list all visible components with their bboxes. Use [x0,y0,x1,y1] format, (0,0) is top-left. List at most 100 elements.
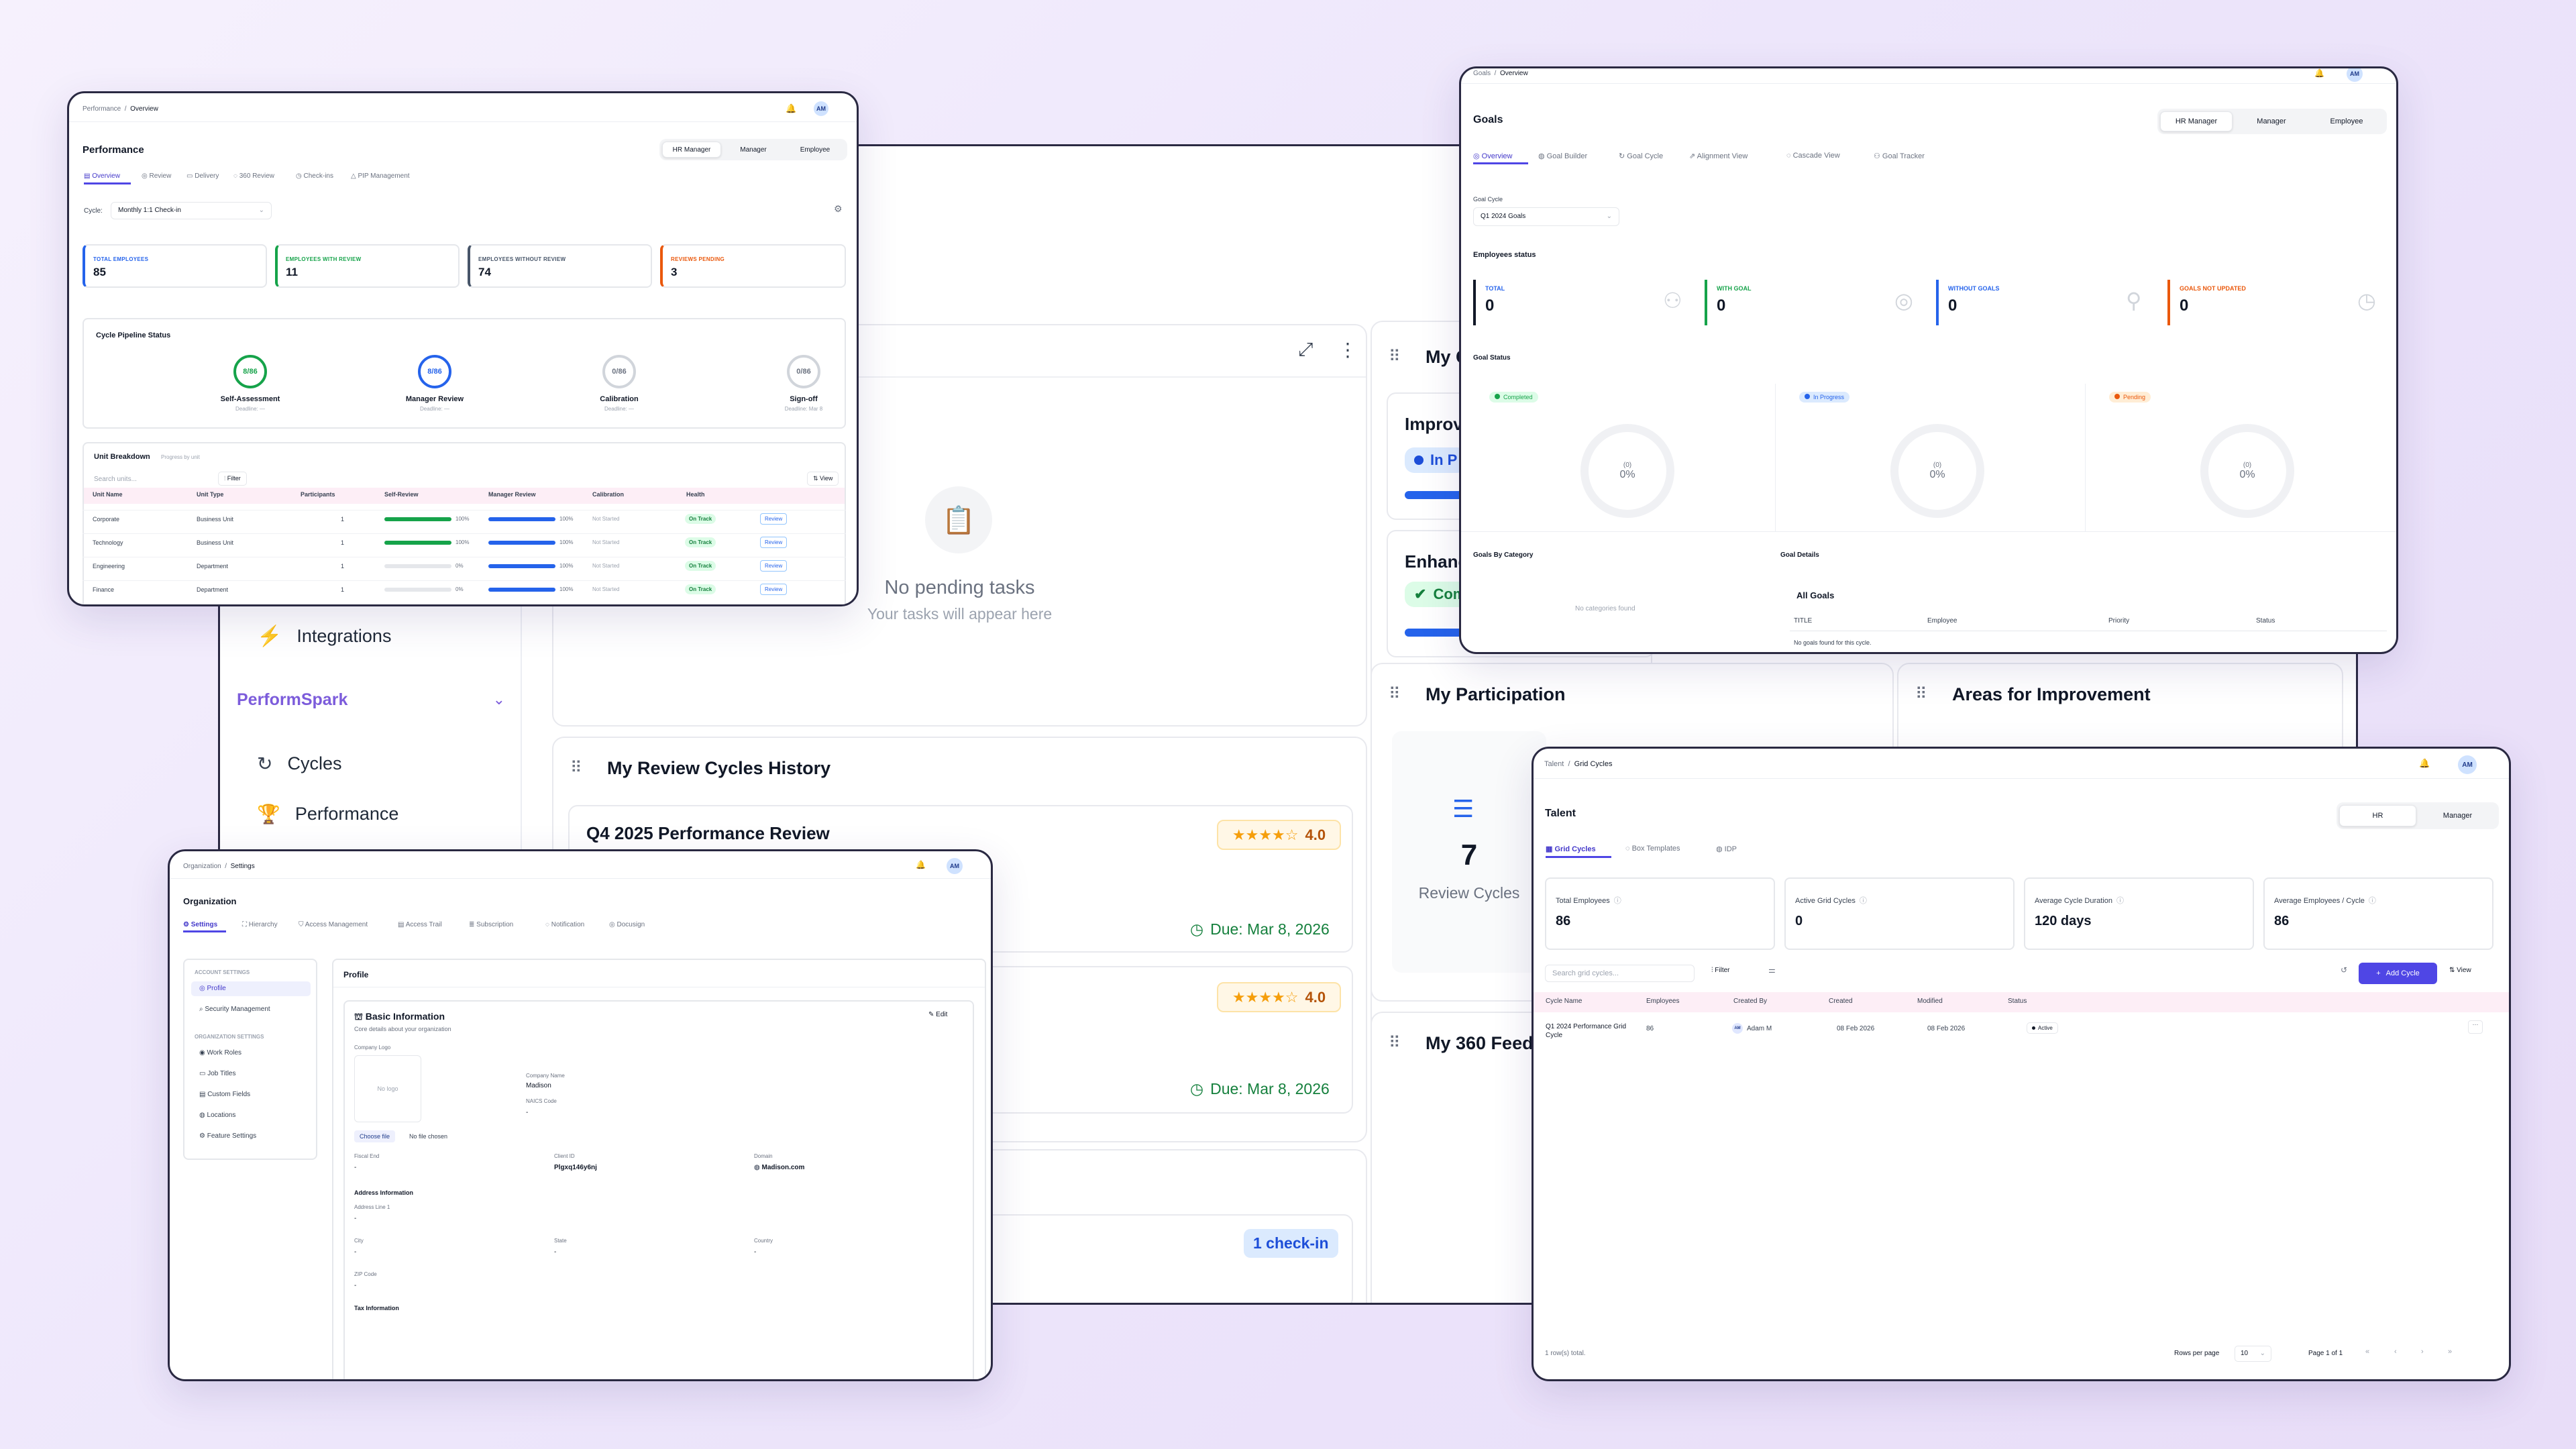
role-switcher[interactable]: HR Manager Manager Employee [2157,109,2387,134]
column-header[interactable]: Created By [1733,998,1768,1005]
tab-settings[interactable]: ⚙ Settings [183,921,218,928]
last-page-button[interactable]: » [2448,1348,2453,1356]
tab-goal-tracker[interactable]: ⚇ Goal Tracker [1874,152,1925,160]
column-header[interactable]: Participants [301,491,335,498]
tab-hierarchy[interactable]: ⛶ Hierarchy [242,921,278,928]
column-header[interactable]: Manager Review [488,491,536,498]
role-switcher[interactable]: HR Manager [2337,802,2499,829]
tab-box-templates[interactable]: ◌ Box Templates [1625,845,1680,853]
tab-subscription[interactable]: ≣ Subscription [469,921,514,928]
column-header[interactable]: Health [686,491,705,498]
pipeline-deadline: Deadline: Mar 8 [784,406,823,412]
role-manager[interactable]: Manager [2443,812,2473,820]
settings-item-security[interactable]: ⌕ Security Management [199,1006,270,1013]
cycle-name[interactable]: Q1 2024 Performance Grid Cycle [1546,1023,1627,1039]
role-manager[interactable]: Manager [2257,117,2286,125]
drag-handle-icon[interactable]: ⠿ [1389,347,1401,366]
more-vertical-icon[interactable]: ⋮ [1338,339,1357,360]
review-button[interactable]: Review [760,584,788,595]
bell-icon[interactable]: 🔔 [2419,758,2430,768]
search-input[interactable]: Search units... [94,476,137,483]
tab-overview[interactable]: ◎ Overview [1473,152,1513,160]
avatar[interactable]: AM [2347,68,2363,82]
choose-file-button[interactable]: Choose file [354,1130,396,1142]
tab-overview[interactable]: ▤ Overview [84,172,120,180]
sidebar-group-performspark[interactable]: PerformSpark ⌄ [237,683,505,716]
columns-icon[interactable]: ⚌ [1768,965,1776,975]
role-manager[interactable]: Manager [740,146,767,154]
expand-icon[interactable]: ⤢ [1298,339,1313,360]
sidebar-group-label: PerformSpark [237,690,348,709]
tab-360-review[interactable]: ◌ 360 Review [233,172,274,180]
avatar[interactable]: AM [2458,755,2477,774]
avatar[interactable]: AM [947,858,963,874]
avatar[interactable]: AM [814,101,828,116]
settings-item-profile[interactable] [191,981,311,996]
bell-icon[interactable]: 🔔 [916,860,926,869]
refresh-icon[interactable]: ↺ [2341,965,2348,975]
search-input[interactable]: Search grid cycles... [1545,965,1695,982]
sidebar-item-integrations[interactable]: ⚡ Integrations [257,619,498,653]
column-header[interactable]: Cycle Name [1546,998,1582,1005]
role-hr[interactable]: HR [2339,805,2416,826]
drag-handle-icon[interactable]: ⠿ [570,759,582,777]
next-page-button[interactable]: › [2421,1348,2424,1356]
add-cycle-button[interactable]: + Add Cycle [2359,963,2437,984]
role-switcher[interactable]: HR Manager Manager Employee [659,139,847,160]
column-header[interactable]: Calibration [592,491,625,498]
first-page-button[interactable]: « [2365,1348,2370,1356]
column-header[interactable]: Unit Name [93,491,123,498]
prev-page-button[interactable]: ‹ [2394,1348,2397,1356]
edit-button[interactable]: ✎ Edit [928,1011,948,1018]
drag-handle-icon[interactable]: ⠿ [1389,1034,1401,1052]
role-hr-manager[interactable]: HR Manager [2160,111,2233,131]
review-button[interactable]: Review [760,537,788,548]
settings-item-custom-fields[interactable]: ▤ Custom Fields [199,1091,251,1098]
view-button[interactable]: ⇅ View [2449,967,2471,974]
column-header[interactable]: Status [2008,998,2027,1005]
drag-handle-icon[interactable]: ⠿ [1389,685,1401,703]
review-button[interactable]: Review [760,513,788,525]
sidebar-item-performance[interactable]: 🏆 Performance [257,797,498,830]
tab-grid-cycles[interactable]: ▦ Grid Cycles [1546,845,1596,853]
cycle-select[interactable]: Monthly 1:1 Check-in ⌄ [111,202,272,219]
tab-alignment-view[interactable]: ⇗ Alignment View [1689,152,1748,160]
column-header[interactable]: Self-Review [384,491,419,498]
tab-docusign[interactable]: ◎ Docusign [609,921,645,928]
tab-goal-cycle[interactable]: ↻ Goal Cycle [1619,152,1664,160]
tab-idp[interactable]: ◍ IDP [1716,845,1737,853]
row-actions-button[interactable]: ⋯ [2468,1020,2483,1034]
filter-button[interactable]: ⫶ Filter [218,472,247,486]
bell-icon[interactable]: 🔔 [786,103,797,113]
tab-goal-builder[interactable]: ◍ Goal Builder [1538,152,1588,160]
tab-cascade-view[interactable]: ◌ Cascade View [1786,152,1840,160]
tab-notification[interactable]: ◌ Notification [545,921,585,928]
settings-item-locations[interactable]: ◍ Locations [199,1112,236,1119]
settings-icon[interactable]: ⚙ [834,203,843,214]
filter-button[interactable]: ⫶ Filter [1711,967,1730,974]
role-hr-manager[interactable]: HR Manager [662,142,721,158]
tab-delivery[interactable]: ▭ Delivery [186,172,219,180]
column-header[interactable]: Modified [1917,998,1943,1005]
settings-item-work-roles[interactable]: ◉ Work Roles [199,1049,242,1057]
drag-handle-icon[interactable]: ⠿ [1915,685,1927,703]
view-button[interactable]: ⇅ View [807,472,839,486]
column-header[interactable]: Employees [1646,998,1680,1005]
rows-per-page-select[interactable]: 10 ⌄ [2235,1346,2271,1362]
column-header[interactable]: Created [1829,998,1853,1005]
bell-icon[interactable]: 🔔 [2314,68,2324,78]
goal-cycle-select[interactable]: Q1 2024 Goals ⌄ [1473,207,1619,226]
tab-pip[interactable]: △ PIP Management [351,172,410,180]
tab-access-management[interactable]: ⛉ Access Management [299,921,368,928]
settings-item-feature-settings[interactable]: ⚙ Feature Settings [199,1132,257,1140]
sidebar-item-cycles[interactable]: ↻ Cycles [257,747,498,780]
tab-review[interactable]: ◎ Review [142,172,172,180]
role-employee[interactable]: Employee [800,146,830,154]
role-employee[interactable]: Employee [2330,117,2363,125]
tab-check-ins[interactable]: ◷ Check-ins [296,172,333,180]
column-header[interactable]: Unit Type [197,491,224,498]
tab-access-trail[interactable]: ▤ Access Trail [398,921,442,928]
settings-item-job-titles[interactable]: ▭ Job Titles [199,1070,236,1077]
review-button[interactable]: Review [760,560,788,572]
pipeline-ring: 8/86 [418,355,451,388]
